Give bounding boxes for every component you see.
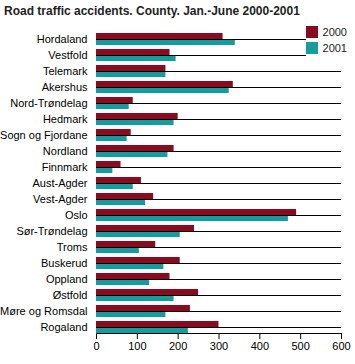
svg-text:Sør-Trøndelag: Sør-Trøndelag (16, 225, 87, 237)
svg-text:Akershus: Akershus (42, 81, 88, 93)
svg-text:Finnmark: Finnmark (42, 161, 88, 173)
svg-text:Nord-Trøndelag: Nord-Trøndelag (10, 97, 87, 109)
html-text:2000: 2000 (322, 26, 347, 38)
svg-text:Møre og Romsdal: Møre og Romsdal (0, 305, 87, 317)
svg-text:300: 300 (210, 340, 228, 352)
svg-text:Oslo: Oslo (65, 209, 88, 221)
svg-text:Rogaland: Rogaland (40, 321, 87, 333)
svg-text:Buskerud: Buskerud (41, 257, 87, 269)
svg-text:100: 100 (128, 340, 146, 352)
svg-text:Hordaland: Hordaland (37, 33, 88, 45)
html-text:Road traffic accidents. County: Road traffic accidents. County. Jan.-Jun… (4, 4, 300, 18)
svg-text:200: 200 (169, 340, 187, 352)
svg-text:600: 600 (332, 340, 350, 352)
svg-text:Hedmark: Hedmark (43, 113, 88, 125)
svg-text:Troms: Troms (57, 241, 88, 253)
svg-text:Telemark: Telemark (43, 65, 88, 77)
svg-text:500: 500 (291, 340, 309, 352)
svg-text:Vestfold: Vestfold (48, 49, 87, 61)
svg-text:Nordland: Nordland (43, 145, 88, 157)
svg-text:Aust-Agder: Aust-Agder (32, 177, 87, 189)
svg-text:400: 400 (251, 340, 269, 352)
svg-text:Vest-Agder: Vest-Agder (33, 193, 88, 205)
svg-text:0: 0 (93, 340, 99, 352)
html-text:2001: 2001 (322, 42, 347, 54)
svg-text:Sogn og Fjordane: Sogn og Fjordane (0, 129, 87, 141)
svg-text:Østfold: Østfold (53, 289, 88, 301)
svg-text:Oppland: Oppland (46, 273, 88, 285)
